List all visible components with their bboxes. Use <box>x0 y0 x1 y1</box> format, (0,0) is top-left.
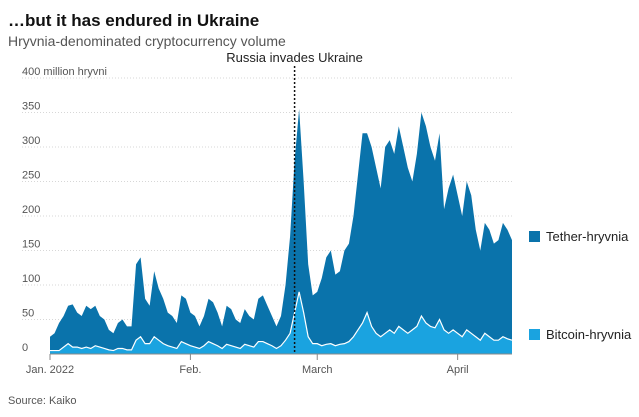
x-tick-label-april: April <box>447 364 469 376</box>
legend-swatch-bitcoin-hryvnia <box>529 329 540 340</box>
y-tick-label-0: 0 <box>22 342 28 354</box>
y-tick-label-350: 350 <box>22 101 40 113</box>
area-layer <box>50 109 513 355</box>
y-tick-label-300: 300 <box>22 135 40 147</box>
chart-subtitle: Hryvnia-denominated cryptocurrency volum… <box>8 33 286 49</box>
y-tick-label-50: 50 <box>22 308 34 320</box>
y-tick-label-100: 100 <box>22 273 40 285</box>
x-tick-label-jan-2022: Jan. 2022 <box>26 364 74 376</box>
x-tick-layer: Jan. 2022 Feb. March April <box>26 354 469 376</box>
tether-hryvnia-area <box>50 109 512 354</box>
legend-layer: Tether-hryvnia Bitcoin-hryvnia <box>529 229 632 342</box>
source-note: Source: Kaiko <box>8 395 76 407</box>
y-tick-label-250: 250 <box>22 170 40 182</box>
y-tick-layer: 0 50 100 150 200 250 300 350 400 million hryvni <box>22 66 107 354</box>
y-tick-label-200: 200 <box>22 204 40 216</box>
invasion-annotation-label: Russia invades Ukraine <box>226 50 363 65</box>
x-tick-label-feb-: Feb. <box>179 364 201 376</box>
bitcoin-hryvnia-area <box>50 291 512 354</box>
legend-label-tether-hryvnia: Tether-hryvnia <box>546 229 629 244</box>
legend-swatch-tether-hryvnia <box>529 231 540 242</box>
y-tick-label-400: 400 million hryvni <box>22 66 107 78</box>
bitcoin-hryvnia-line <box>50 291 513 352</box>
legend-label-bitcoin-hryvnia: Bitcoin-hryvnia <box>546 327 632 342</box>
y-tick-label-150: 150 <box>22 239 40 251</box>
chart-title: …but it has endured in Ukraine <box>8 11 259 30</box>
x-tick-label-march: March <box>302 364 333 376</box>
annotation-layer: Russia invades Ukraine <box>226 50 363 354</box>
